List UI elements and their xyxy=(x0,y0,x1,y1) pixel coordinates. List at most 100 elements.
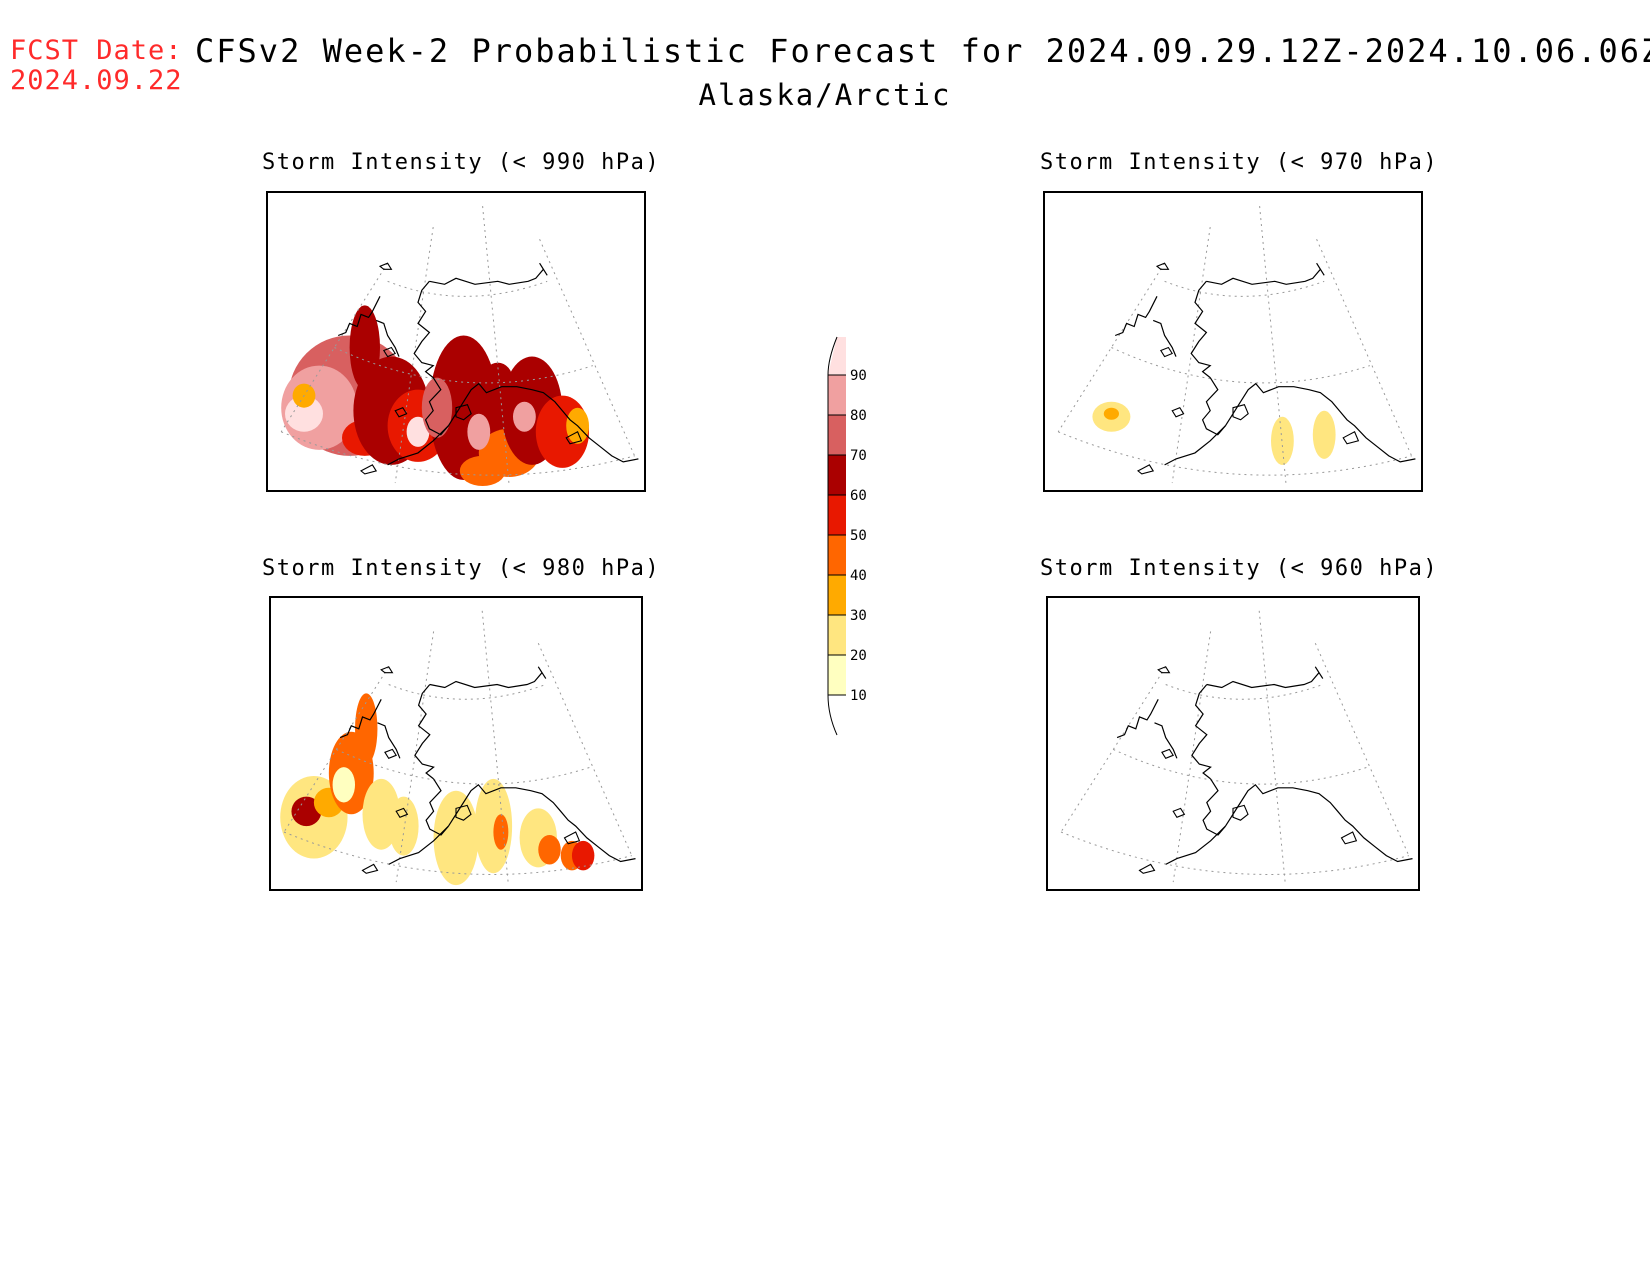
graticule-line xyxy=(1314,642,1410,856)
colorbar-top-triangle xyxy=(828,337,846,375)
coastline xyxy=(1206,262,1325,285)
graticule-line xyxy=(281,431,635,476)
coastline xyxy=(337,296,381,337)
coastline xyxy=(339,699,382,739)
main-title: CFSv2 Week-2 Probabilistic Forecast for … xyxy=(195,32,1650,70)
coastline xyxy=(1201,377,1226,436)
graticule-line xyxy=(336,748,591,785)
graticule-line xyxy=(1060,831,1409,875)
coastline xyxy=(375,319,400,357)
probability-fill xyxy=(538,834,561,865)
graticule-line xyxy=(482,206,510,487)
island-outline xyxy=(565,431,583,445)
island-outline xyxy=(378,262,393,270)
fcst-date-caption: FCST Date: xyxy=(10,35,183,66)
island-outline xyxy=(1138,863,1156,874)
island-outline xyxy=(455,404,472,421)
probability-fill xyxy=(406,416,430,447)
map-frame xyxy=(266,191,646,492)
probability-fill xyxy=(482,362,513,399)
coastline xyxy=(1154,722,1178,759)
coastline xyxy=(1206,666,1324,689)
island-outline xyxy=(361,863,379,874)
coastline xyxy=(1164,425,1226,466)
map-panel-970 xyxy=(1043,191,1423,492)
coastline xyxy=(429,666,547,689)
graticule-line xyxy=(1058,431,1412,476)
island-outline xyxy=(359,464,378,475)
island-outline xyxy=(1136,464,1155,475)
map-panel-990 xyxy=(266,191,646,492)
colorbar-tick-label: 80 xyxy=(850,408,867,424)
coastline xyxy=(1152,319,1177,357)
island-outline xyxy=(1172,807,1186,818)
probability-fill xyxy=(433,790,479,886)
coastline xyxy=(377,722,401,759)
colorbar-bin xyxy=(828,415,846,455)
probability-colorbar: 10 20 30 40 50 60 70 80 90 xyxy=(827,336,867,736)
colorbar-tick-label: 90 xyxy=(850,368,867,384)
probability-fill xyxy=(493,814,509,850)
probability-fill xyxy=(332,767,356,803)
island-outline xyxy=(382,346,397,358)
island-outline xyxy=(455,804,472,821)
panel-title-980: Storm Intensity (< 980 hPa) xyxy=(262,556,661,581)
colorbar-tick-label: 60 xyxy=(850,488,867,504)
graticule-line xyxy=(1165,684,1323,700)
coastline xyxy=(414,684,435,780)
colorbar-bin xyxy=(828,615,846,655)
graticule-line xyxy=(1258,610,1286,886)
colorbar-tick-label: 50 xyxy=(850,528,867,544)
island-outline xyxy=(1159,346,1174,358)
colorbar-tick-label: 40 xyxy=(850,568,867,584)
coastline xyxy=(1114,296,1158,337)
coastline xyxy=(424,377,449,436)
probability-fill xyxy=(459,455,506,486)
coastline xyxy=(425,778,449,836)
island-outline xyxy=(1171,407,1185,418)
colorbar-bin xyxy=(828,655,846,695)
graticule-line xyxy=(283,831,632,875)
map-panel-980 xyxy=(269,596,643,891)
island-outline xyxy=(1232,404,1249,421)
panel-title-990: Storm Intensity (< 990 hPa) xyxy=(262,150,661,175)
coastline xyxy=(1191,684,1212,780)
colorbar-tick-label: 20 xyxy=(850,648,867,664)
panel-title-970: Storm Intensity (< 970 hPa) xyxy=(1040,150,1439,175)
coastline xyxy=(387,425,449,466)
probability-fill xyxy=(1103,407,1119,420)
colorbar-tick-label: 70 xyxy=(850,448,867,464)
graticule-line xyxy=(481,610,509,886)
graticule-line xyxy=(1164,280,1325,297)
coastline xyxy=(1116,699,1159,739)
map-frame xyxy=(269,596,643,891)
coastline xyxy=(447,382,639,463)
graticule-line xyxy=(1259,206,1287,487)
island-outline xyxy=(380,666,394,674)
forecast-date-label: FCST Date: 2024.09.22 xyxy=(10,36,183,96)
colorbar-bin xyxy=(828,575,846,615)
colorbar-bin xyxy=(828,535,846,575)
graticule-line xyxy=(1171,227,1211,484)
map-frame xyxy=(1043,191,1423,492)
coastline xyxy=(1224,382,1416,463)
map-frame xyxy=(1046,596,1420,891)
probability-fill xyxy=(1312,410,1336,459)
probability-fill xyxy=(285,395,323,432)
colorbar-bin xyxy=(828,495,846,535)
probability-fill xyxy=(388,796,419,856)
coastline xyxy=(1202,778,1226,836)
island-outline xyxy=(1157,666,1171,674)
island-outline xyxy=(395,807,409,818)
colorbar-tick-label: 30 xyxy=(850,608,867,624)
graticule-line xyxy=(395,631,435,883)
probability-fill xyxy=(355,693,378,765)
graticule-line xyxy=(537,642,633,856)
graticule-line xyxy=(1111,347,1370,384)
island-outline xyxy=(1155,262,1170,270)
island-outline xyxy=(1161,748,1175,759)
fcst-date-value: 2024.09.22 xyxy=(10,65,183,96)
coastline xyxy=(429,262,548,285)
probability-fill xyxy=(513,401,536,432)
island-outline xyxy=(563,831,581,845)
